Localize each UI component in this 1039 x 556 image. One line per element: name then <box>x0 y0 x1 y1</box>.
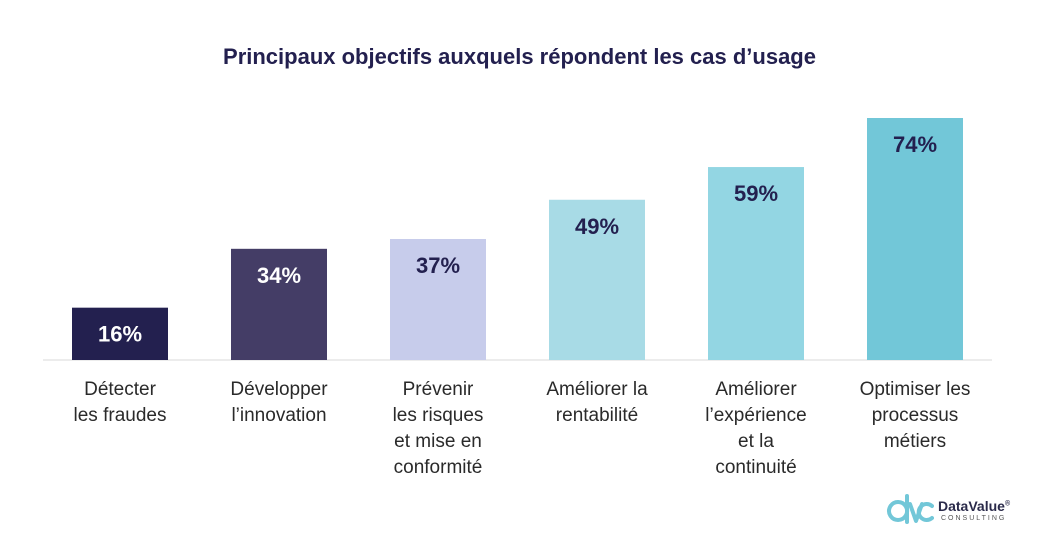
category-label: Développer l’innovation <box>230 379 328 426</box>
category-label-line: et mise en <box>394 431 482 452</box>
category-label-line: Optimiser les <box>860 379 971 400</box>
data-label: 16% <box>98 322 142 347</box>
category-label-line: les fraudes <box>74 405 167 426</box>
bar <box>72 307 168 360</box>
category-label: Améliorer l’expérience et la continuité <box>705 379 806 478</box>
category-label-line: les risques <box>393 405 484 426</box>
category-label-line: Détecter <box>84 379 156 400</box>
category-label: Optimiser les processus métiers <box>860 379 971 452</box>
category-label-line: Améliorer <box>715 379 797 400</box>
category-label-line: l’innovation <box>231 405 326 426</box>
category-label-line: l’expérience <box>705 405 806 426</box>
data-label: 49% <box>575 214 619 239</box>
data-label: 37% <box>416 253 460 278</box>
category-label-line: continuité <box>715 457 796 478</box>
bar <box>231 248 327 360</box>
bar <box>867 118 963 360</box>
bar <box>390 239 486 360</box>
data-label: 34% <box>257 263 301 288</box>
chart-title: Principaux objectifs auxquels répondent … <box>223 44 816 69</box>
category-label-line: Améliorer la <box>546 379 648 400</box>
category-label: Détecter les fraudes <box>74 379 167 426</box>
category-label: Améliorer la rentabilité <box>546 379 648 426</box>
bar <box>549 199 645 360</box>
category-label-line: rentabilité <box>556 405 638 426</box>
category-label-line: métiers <box>884 431 946 452</box>
datavalue-logo: DataValue® CONSULTING <box>886 494 1016 528</box>
category-label-line: et la <box>738 431 774 452</box>
category-label-line: conformité <box>394 457 483 478</box>
category-label-line: Prévenir <box>403 379 474 400</box>
data-label: 59% <box>734 181 778 206</box>
category-label-line: processus <box>872 405 959 426</box>
data-label: 74% <box>893 132 937 157</box>
category-label: Prévenir les risques et mise en conformité <box>393 379 484 478</box>
category-label-line: Développer <box>230 379 328 400</box>
logo-name: DataValue® <box>938 498 1011 514</box>
logo-subtitle: CONSULTING <box>941 515 1007 522</box>
bar <box>708 167 804 360</box>
datavalue-mark-icon <box>887 494 934 524</box>
